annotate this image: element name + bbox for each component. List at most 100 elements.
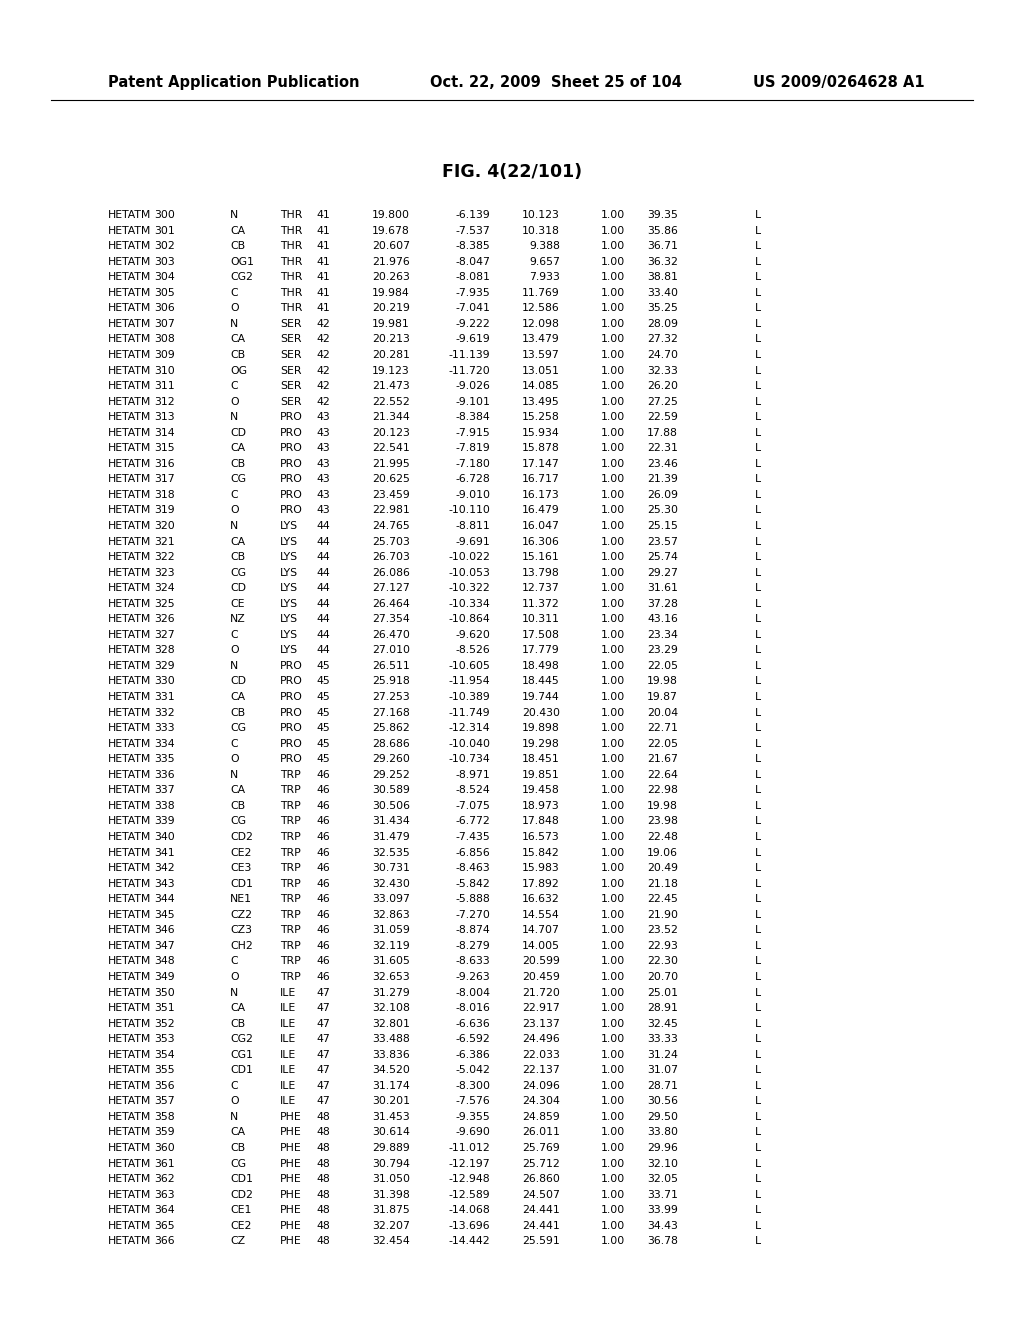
Text: HETATM: HETATM [108, 1205, 152, 1216]
Text: HETATM: HETATM [108, 552, 152, 562]
Text: L: L [755, 801, 761, 810]
Text: 308: 308 [155, 334, 175, 345]
Text: 22.981: 22.981 [373, 506, 410, 515]
Text: C: C [230, 490, 238, 500]
Text: 1.00: 1.00 [601, 692, 625, 702]
Text: 48: 48 [316, 1143, 330, 1152]
Text: 28.71: 28.71 [647, 1081, 678, 1090]
Text: 36.71: 36.71 [647, 242, 678, 251]
Text: 47: 47 [316, 1081, 330, 1090]
Text: 13.495: 13.495 [522, 396, 560, 407]
Text: L: L [755, 909, 761, 920]
Text: -10.389: -10.389 [449, 692, 490, 702]
Text: 22.31: 22.31 [647, 444, 678, 453]
Text: CB: CB [230, 350, 245, 360]
Text: 41: 41 [316, 304, 330, 313]
Text: CB: CB [230, 708, 245, 718]
Text: L: L [755, 708, 761, 718]
Text: 48: 48 [316, 1237, 330, 1246]
Text: PHE: PHE [280, 1159, 302, 1168]
Text: 27.010: 27.010 [372, 645, 410, 656]
Text: 340: 340 [155, 832, 175, 842]
Text: -8.874: -8.874 [456, 925, 490, 936]
Text: SER: SER [280, 366, 301, 375]
Text: L: L [755, 1097, 761, 1106]
Text: -9.263: -9.263 [456, 972, 490, 982]
Text: L: L [755, 444, 761, 453]
Text: HETATM: HETATM [108, 1189, 152, 1200]
Text: 12.098: 12.098 [522, 319, 560, 329]
Text: 1.00: 1.00 [601, 381, 625, 391]
Text: 23.46: 23.46 [647, 459, 678, 469]
Text: 23.34: 23.34 [647, 630, 678, 640]
Text: 44: 44 [316, 536, 330, 546]
Text: 32.45: 32.45 [647, 1019, 678, 1028]
Text: CA: CA [230, 785, 245, 796]
Text: HETATM: HETATM [108, 490, 152, 500]
Text: -11.749: -11.749 [449, 708, 490, 718]
Text: L: L [755, 676, 761, 686]
Text: CB: CB [230, 1143, 245, 1152]
Text: -5.042: -5.042 [455, 1065, 490, 1076]
Text: HETATM: HETATM [108, 1081, 152, 1090]
Text: 1.00: 1.00 [601, 832, 625, 842]
Text: 20.430: 20.430 [522, 708, 560, 718]
Text: PHE: PHE [280, 1111, 302, 1122]
Text: HETATM: HETATM [108, 708, 152, 718]
Text: 1.00: 1.00 [601, 474, 625, 484]
Text: 343: 343 [155, 879, 175, 888]
Text: 18.445: 18.445 [522, 676, 560, 686]
Text: ILE: ILE [280, 1034, 296, 1044]
Text: 15.878: 15.878 [522, 444, 560, 453]
Text: -5.888: -5.888 [456, 894, 490, 904]
Text: 320: 320 [155, 521, 175, 531]
Text: -13.696: -13.696 [449, 1221, 490, 1230]
Text: 16.047: 16.047 [522, 521, 560, 531]
Text: 45: 45 [316, 676, 330, 686]
Text: HETATM: HETATM [108, 210, 152, 220]
Text: 344: 344 [155, 894, 175, 904]
Text: L: L [755, 1081, 761, 1090]
Text: 31.479: 31.479 [373, 832, 410, 842]
Text: ILE: ILE [280, 987, 296, 998]
Text: -10.022: -10.022 [449, 552, 490, 562]
Text: TRP: TRP [280, 957, 301, 966]
Text: L: L [755, 428, 761, 438]
Text: 23.57: 23.57 [647, 536, 678, 546]
Text: 29.27: 29.27 [647, 568, 678, 578]
Text: 324: 324 [155, 583, 175, 593]
Text: CG2: CG2 [230, 1034, 253, 1044]
Text: HETATM: HETATM [108, 661, 152, 671]
Text: 351: 351 [155, 1003, 175, 1012]
Text: PRO: PRO [280, 692, 303, 702]
Text: PRO: PRO [280, 474, 303, 484]
Text: 24.765: 24.765 [373, 521, 410, 531]
Text: 24.70: 24.70 [647, 350, 678, 360]
Text: 333: 333 [155, 723, 175, 733]
Text: 24.096: 24.096 [522, 1081, 560, 1090]
Text: -6.728: -6.728 [456, 474, 490, 484]
Text: -7.537: -7.537 [456, 226, 490, 235]
Text: 1.00: 1.00 [601, 708, 625, 718]
Text: TRP: TRP [280, 863, 301, 873]
Text: 29.50: 29.50 [647, 1111, 678, 1122]
Text: CB: CB [230, 552, 245, 562]
Text: LYS: LYS [280, 630, 298, 640]
Text: 43.16: 43.16 [647, 614, 678, 624]
Text: L: L [755, 1189, 761, 1200]
Text: 359: 359 [155, 1127, 175, 1138]
Text: 34.520: 34.520 [372, 1065, 410, 1076]
Text: 44: 44 [316, 552, 330, 562]
Text: CB: CB [230, 801, 245, 810]
Text: -9.691: -9.691 [456, 536, 490, 546]
Text: 13.597: 13.597 [522, 350, 560, 360]
Text: 45: 45 [316, 661, 330, 671]
Text: HETATM: HETATM [108, 459, 152, 469]
Text: CD: CD [230, 676, 246, 686]
Text: -6.386: -6.386 [456, 1049, 490, 1060]
Text: 350: 350 [155, 987, 175, 998]
Text: CG2: CG2 [230, 272, 253, 282]
Text: HETATM: HETATM [108, 941, 152, 950]
Text: LYS: LYS [280, 521, 298, 531]
Text: CZ3: CZ3 [230, 925, 252, 936]
